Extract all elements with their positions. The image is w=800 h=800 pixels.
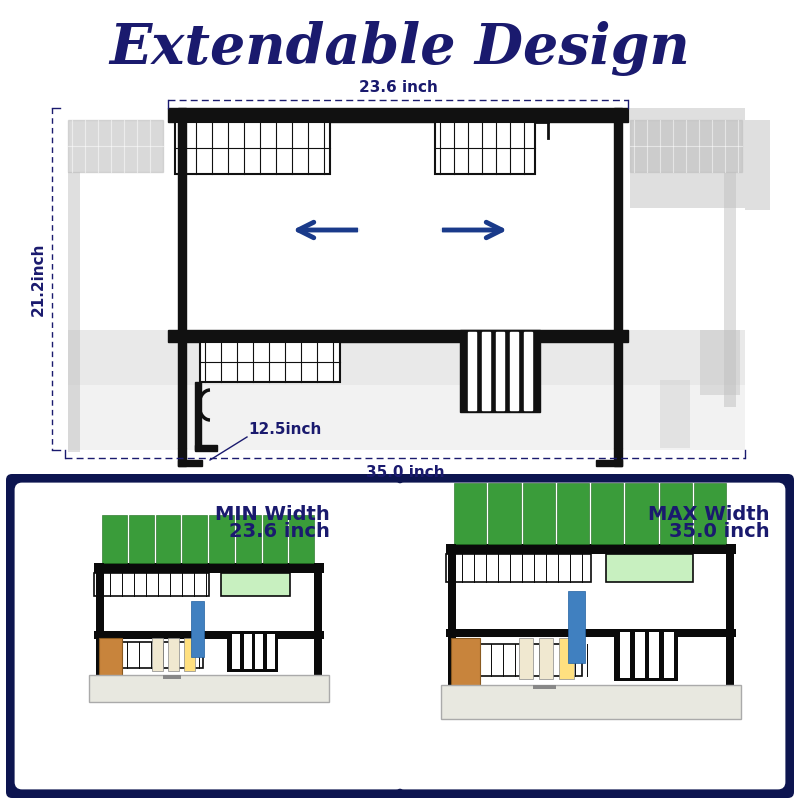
- Bar: [726, 544, 734, 685]
- Bar: [596, 460, 622, 466]
- Bar: [557, 483, 589, 544]
- Bar: [94, 563, 324, 574]
- Bar: [606, 554, 693, 582]
- FancyBboxPatch shape: [68, 330, 745, 385]
- Bar: [524, 332, 532, 410]
- Bar: [510, 332, 518, 410]
- Bar: [190, 601, 205, 658]
- Bar: [99, 642, 202, 668]
- FancyBboxPatch shape: [6, 474, 794, 798]
- FancyBboxPatch shape: [16, 484, 402, 788]
- Bar: [200, 342, 340, 382]
- Bar: [626, 483, 658, 544]
- Bar: [129, 515, 154, 563]
- Bar: [663, 632, 674, 678]
- FancyBboxPatch shape: [68, 385, 745, 450]
- Bar: [448, 544, 456, 685]
- Bar: [155, 515, 180, 563]
- Bar: [358, 212, 442, 248]
- Bar: [236, 515, 261, 563]
- Bar: [488, 483, 521, 544]
- Text: MAX Width: MAX Width: [649, 505, 770, 524]
- Bar: [96, 563, 104, 675]
- Bar: [539, 638, 554, 679]
- Text: 23.6 inch: 23.6 inch: [229, 522, 330, 541]
- Bar: [533, 685, 556, 689]
- Bar: [255, 634, 263, 670]
- Bar: [168, 108, 628, 122]
- Text: 21.2inch: 21.2inch: [30, 242, 46, 316]
- Bar: [178, 460, 202, 466]
- Bar: [168, 638, 179, 671]
- FancyBboxPatch shape: [630, 108, 745, 208]
- Bar: [314, 563, 322, 675]
- Bar: [99, 638, 122, 680]
- Bar: [262, 515, 287, 563]
- Bar: [232, 634, 240, 670]
- Bar: [482, 332, 490, 410]
- FancyBboxPatch shape: [630, 120, 742, 172]
- Bar: [227, 630, 278, 672]
- FancyBboxPatch shape: [68, 172, 80, 452]
- Bar: [614, 108, 622, 448]
- Bar: [175, 122, 330, 174]
- Bar: [451, 644, 582, 676]
- Text: 23.6 inch: 23.6 inch: [358, 80, 438, 95]
- Bar: [435, 122, 535, 174]
- Text: 35.0 inch: 35.0 inch: [366, 465, 444, 480]
- Bar: [168, 330, 628, 342]
- Bar: [649, 632, 659, 678]
- Bar: [182, 515, 207, 563]
- Bar: [614, 448, 622, 466]
- Bar: [694, 483, 726, 544]
- Text: 12.5inch: 12.5inch: [248, 422, 322, 438]
- Bar: [195, 445, 217, 451]
- FancyBboxPatch shape: [398, 484, 784, 788]
- FancyBboxPatch shape: [660, 380, 690, 448]
- Bar: [460, 330, 540, 412]
- Text: Extendable Design: Extendable Design: [110, 21, 690, 75]
- FancyBboxPatch shape: [724, 172, 736, 407]
- FancyBboxPatch shape: [745, 120, 770, 210]
- Bar: [591, 483, 623, 544]
- Bar: [163, 675, 182, 679]
- Bar: [94, 574, 209, 596]
- Bar: [195, 382, 201, 450]
- Bar: [496, 332, 504, 410]
- Bar: [266, 634, 274, 670]
- Bar: [634, 632, 645, 678]
- FancyBboxPatch shape: [700, 330, 740, 395]
- Bar: [89, 675, 329, 702]
- Bar: [614, 629, 678, 682]
- Bar: [446, 544, 736, 554]
- Bar: [522, 483, 554, 544]
- Bar: [446, 629, 736, 637]
- Bar: [568, 591, 585, 662]
- Bar: [620, 632, 630, 678]
- Bar: [659, 483, 692, 544]
- FancyBboxPatch shape: [68, 120, 163, 172]
- Bar: [102, 515, 126, 563]
- Bar: [243, 634, 251, 670]
- Bar: [94, 630, 324, 638]
- Bar: [441, 685, 741, 719]
- Bar: [178, 448, 186, 466]
- Bar: [184, 638, 195, 671]
- Bar: [446, 554, 591, 582]
- Bar: [151, 638, 163, 671]
- Bar: [559, 638, 574, 679]
- Bar: [451, 638, 480, 690]
- Bar: [178, 108, 186, 448]
- Bar: [290, 515, 314, 563]
- Bar: [518, 638, 533, 679]
- Bar: [221, 574, 290, 596]
- Bar: [468, 332, 476, 410]
- Bar: [209, 515, 234, 563]
- Text: MIN Width: MIN Width: [215, 505, 330, 524]
- Text: 35.0 inch: 35.0 inch: [670, 522, 770, 541]
- Bar: [454, 483, 486, 544]
